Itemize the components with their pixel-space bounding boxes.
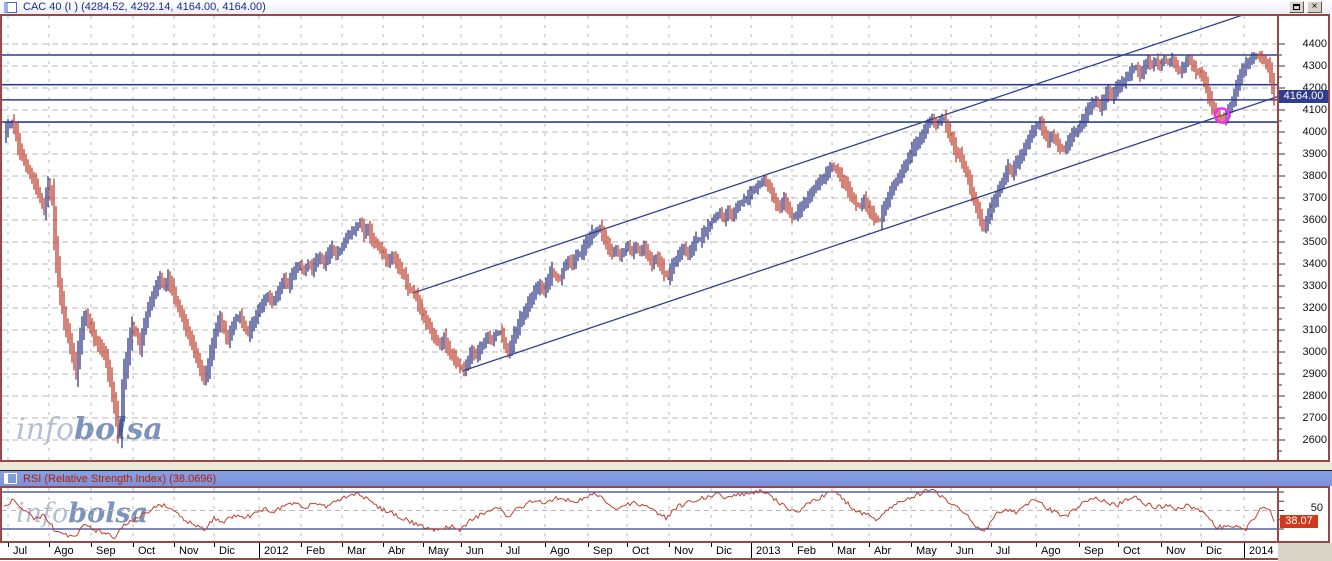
month-tick (991, 543, 992, 547)
maximize-icon (1293, 4, 1300, 10)
time-axis-label: 2013 (756, 545, 781, 557)
time-axis-label: Nov (674, 545, 694, 557)
time-axis-label: Nov (179, 545, 199, 557)
month-tick (869, 543, 870, 547)
price-axis-label: 2800 (1302, 390, 1327, 402)
month-tick (792, 543, 793, 547)
year-tick (751, 543, 752, 558)
price-axis-label: 3900 (1302, 148, 1327, 160)
time-axis-label: Feb (797, 545, 816, 557)
time-axis: Jul Ago Sep Oct Nov Dic 2012 Feb Mar Abr May Jun Jul… (0, 543, 1278, 560)
price-axis-label: 3600 (1302, 214, 1327, 226)
time-axis-label: Abr (388, 545, 406, 557)
maximize-button[interactable] (1289, 1, 1304, 13)
month-tick (669, 543, 670, 547)
rsi-titlebar[interactable]: RSI (Relative Strength Index) (38.0696) (0, 470, 1332, 486)
time-axis-label: Nov (1166, 545, 1186, 557)
rsi-axis-label-50: 50 (1310, 502, 1323, 514)
time-axis-label: Jun (956, 545, 974, 557)
time-axis-label: Feb (306, 545, 325, 557)
month-tick (1118, 543, 1119, 547)
month-tick (911, 543, 912, 547)
last-price-tag: 4164.00 (1279, 90, 1328, 103)
month-tick (711, 543, 712, 547)
close-button[interactable]: × (1307, 1, 1322, 13)
month-tick (951, 543, 952, 547)
time-axis-label: Dic (1206, 545, 1222, 557)
month-tick (1201, 543, 1202, 547)
time-axis-label: Sep (593, 545, 613, 557)
time-axis-label: Ago (54, 545, 74, 557)
price-axis-label: 3700 (1302, 192, 1327, 204)
time-axis-label: Jul (996, 545, 1011, 557)
axis-corner-panel (1278, 543, 1332, 561)
pane-separator (0, 462, 1332, 470)
month-tick (49, 543, 50, 547)
month-tick (342, 543, 343, 547)
month-tick (91, 543, 92, 547)
time-axis-label: Jul (13, 545, 28, 557)
price-axis-label: 2900 (1302, 368, 1327, 380)
price-axis-label: 4000 (1302, 126, 1327, 138)
time-axis-label: Ago (550, 545, 570, 557)
time-axis-label: Sep (1084, 545, 1104, 557)
year-tick (259, 543, 260, 558)
time-axis-label: Dic (219, 545, 235, 557)
time-axis-label: May (916, 545, 937, 557)
chart-window-icon (4, 1, 17, 13)
month-tick (174, 543, 175, 547)
price-axis-label: 3400 (1302, 258, 1327, 270)
time-axis-label: 2012 (264, 545, 289, 557)
price-axis-label: 3500 (1302, 236, 1327, 248)
month-tick (501, 543, 502, 547)
time-axis-label: Oct (138, 545, 156, 557)
time-axis-label: Dic (716, 545, 732, 557)
month-tick (214, 543, 215, 547)
month-tick (8, 543, 9, 547)
month-tick (133, 543, 134, 547)
price-axis-label: 4100 (1302, 104, 1327, 116)
price-axis-label: 3300 (1302, 280, 1327, 292)
price-axis-label: 3000 (1302, 346, 1327, 358)
time-axis-label: May (428, 545, 449, 557)
time-axis-label: Mar (347, 545, 366, 557)
price-axis-label: 4400 (1302, 38, 1327, 50)
time-axis-label: Jul (506, 545, 521, 557)
month-tick (423, 543, 424, 547)
time-axis-label: Mar (837, 545, 856, 557)
price-axis-label: 4300 (1302, 60, 1327, 72)
month-tick (301, 543, 302, 547)
month-tick (1079, 543, 1080, 547)
time-axis-label: Sep (96, 545, 116, 557)
price-axis-label: 3800 (1302, 170, 1327, 182)
month-tick (1036, 543, 1037, 547)
rsi-title: RSI (Relative Strength Index) (38.0696) (23, 472, 217, 485)
month-tick (627, 543, 628, 547)
month-tick (461, 543, 462, 547)
month-tick (545, 543, 546, 547)
price-axis-label: 2600 (1302, 434, 1327, 446)
year-tick (1244, 543, 1245, 558)
time-axis-label: Oct (1123, 545, 1141, 557)
time-axis-label: Jun (466, 545, 484, 557)
month-tick (383, 543, 384, 547)
month-tick (1161, 543, 1162, 547)
time-axis-label: 2014 (1249, 545, 1274, 557)
main-chart-title: CAC 40 (I ) (4284.52, 4292.14, 4164.00, … (23, 1, 266, 13)
price-axis-label: 3200 (1302, 302, 1327, 314)
rsi-value-tag: 38.07 (1280, 515, 1318, 528)
main-chart-titlebar[interactable]: CAC 40 (I ) (4284.52, 4292.14, 4164.00, … (0, 0, 1332, 14)
rsi-window-icon (4, 473, 17, 484)
month-tick (832, 543, 833, 547)
time-axis-label: Abr (874, 545, 892, 557)
price-axis-label: 2700 (1302, 412, 1327, 424)
price-axis-label: 3100 (1302, 324, 1327, 336)
time-axis-label: Oct (632, 545, 650, 557)
time-axis-label: Ago (1041, 545, 1061, 557)
month-tick (588, 543, 589, 547)
